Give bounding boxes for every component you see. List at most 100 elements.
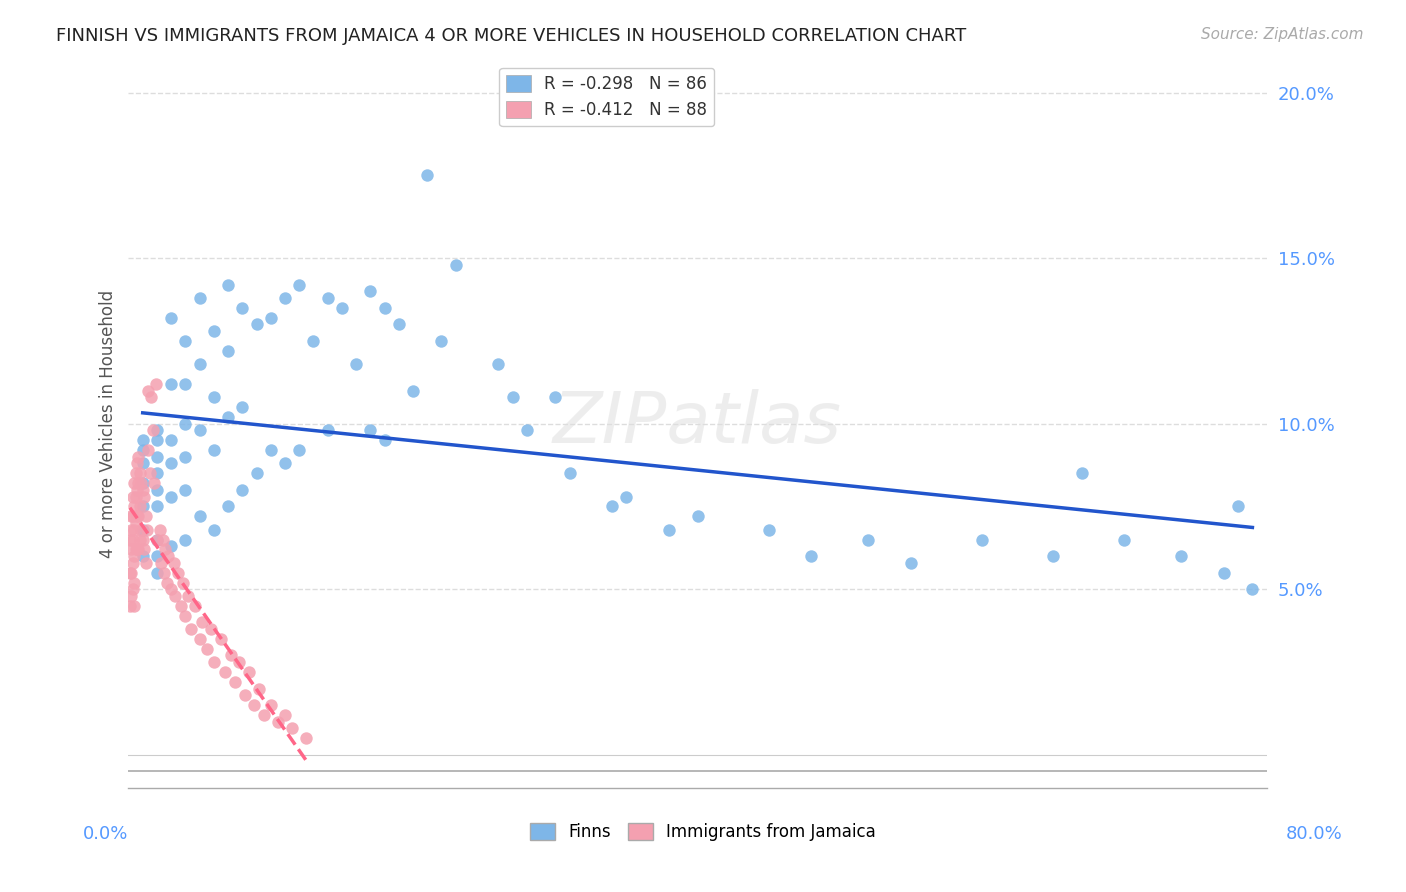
Point <box>359 285 381 299</box>
Point <box>124 516 146 530</box>
Point <box>330 301 353 315</box>
Point <box>149 523 172 537</box>
Point <box>118 599 141 613</box>
Point <box>217 343 239 358</box>
Point <box>163 556 186 570</box>
Point <box>253 708 276 723</box>
Point <box>344 357 367 371</box>
Point <box>388 318 411 332</box>
Point <box>900 556 922 570</box>
Point <box>686 509 709 524</box>
Point <box>131 434 153 448</box>
Point <box>616 490 638 504</box>
Point <box>124 542 146 557</box>
Point <box>135 509 157 524</box>
Point <box>125 483 148 497</box>
Point <box>152 533 174 547</box>
Point <box>165 589 187 603</box>
Point <box>274 291 297 305</box>
Point <box>122 549 145 563</box>
Point <box>1070 467 1092 481</box>
Point <box>121 490 143 504</box>
Point <box>127 476 149 491</box>
Point <box>131 533 153 547</box>
Point <box>444 258 467 272</box>
Point <box>214 665 236 679</box>
Point <box>1114 533 1136 547</box>
Point <box>146 500 169 514</box>
Text: 0.0%: 0.0% <box>83 825 128 843</box>
Point <box>516 423 538 437</box>
Point <box>120 589 142 603</box>
Point <box>188 509 211 524</box>
Point <box>202 523 225 537</box>
Point <box>122 599 145 613</box>
Point <box>146 467 169 481</box>
Point <box>142 423 165 437</box>
Point <box>231 400 253 414</box>
Point <box>177 589 200 603</box>
Point <box>486 357 509 371</box>
Point <box>146 434 169 448</box>
Point <box>160 490 183 504</box>
Point <box>167 566 190 580</box>
Point <box>145 376 167 391</box>
Point <box>202 324 225 338</box>
Point <box>184 599 207 613</box>
Point <box>195 641 218 656</box>
Point <box>1241 582 1264 597</box>
Point <box>129 476 152 491</box>
Point <box>134 542 156 557</box>
Point <box>146 450 169 464</box>
Point <box>260 310 283 325</box>
Point <box>160 376 183 391</box>
Point <box>139 467 162 481</box>
Point <box>160 434 183 448</box>
Point <box>125 542 148 557</box>
Point <box>202 655 225 669</box>
Point <box>160 310 183 325</box>
Point <box>121 533 143 547</box>
Point <box>156 575 179 590</box>
Point <box>131 443 153 458</box>
Point <box>188 423 211 437</box>
Point <box>131 500 153 514</box>
Point <box>128 500 150 514</box>
Point <box>170 599 193 613</box>
Point <box>157 549 180 563</box>
Point <box>120 542 142 557</box>
Point <box>416 169 439 183</box>
Point <box>245 318 267 332</box>
Point <box>502 390 524 404</box>
Point <box>146 483 169 497</box>
Point <box>174 483 197 497</box>
Point <box>188 632 211 646</box>
Point <box>153 566 176 580</box>
Point <box>374 434 396 448</box>
Point <box>260 698 283 712</box>
Legend: R = -0.298   N = 86, R = -0.412   N = 88: R = -0.298 N = 86, R = -0.412 N = 88 <box>499 68 714 126</box>
Point <box>122 575 145 590</box>
Point <box>174 450 197 464</box>
Point <box>146 566 169 580</box>
Point <box>141 390 163 404</box>
Point <box>260 443 283 458</box>
Point <box>544 390 567 404</box>
Point <box>146 533 169 547</box>
Point <box>228 655 250 669</box>
Point <box>231 483 253 497</box>
Point <box>180 622 202 636</box>
Point <box>122 500 145 514</box>
Point <box>402 384 425 398</box>
Point <box>127 450 149 464</box>
Point <box>146 549 169 563</box>
Point <box>120 509 142 524</box>
Point <box>1042 549 1064 563</box>
Point <box>224 674 246 689</box>
Point <box>120 523 142 537</box>
Point <box>231 301 253 315</box>
Point <box>174 376 197 391</box>
Point <box>174 608 197 623</box>
Point <box>1213 566 1236 580</box>
Point <box>172 575 194 590</box>
